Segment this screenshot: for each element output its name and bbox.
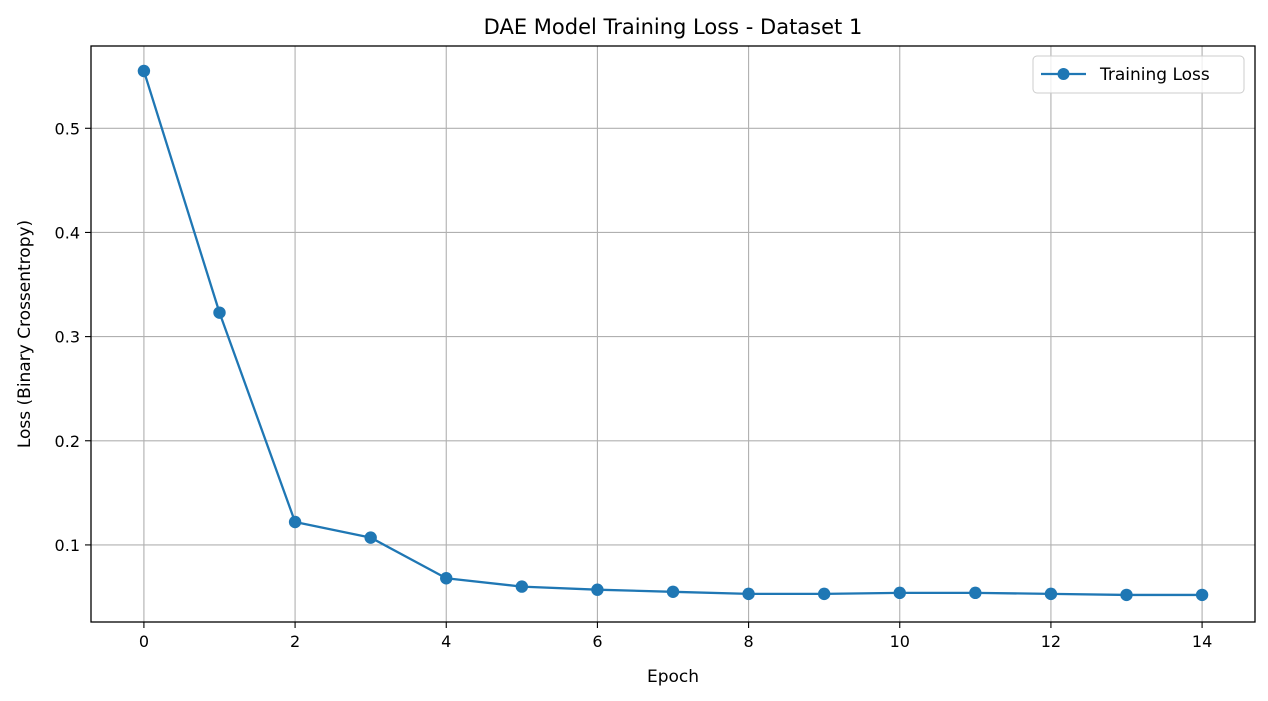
data-point	[817, 587, 831, 601]
series-layer	[137, 64, 1209, 602]
legend-label-training-loss: Training Loss	[1099, 65, 1210, 85]
data-point	[288, 515, 302, 529]
data-point	[1120, 588, 1133, 602]
data-point	[1195, 588, 1209, 602]
legend-box	[1032, 55, 1245, 94]
x-tick-label: 12	[1041, 632, 1061, 651]
legend-marker	[1057, 68, 1070, 80]
plot-frame	[90, 45, 1256, 623]
data-point	[666, 585, 680, 598]
axis-ticks: 0 2 4 6 8 10 12 14 0.1 0.2 0.3 0.4 0.5	[55, 119, 1213, 651]
data-point	[1044, 587, 1058, 601]
data-point	[364, 531, 377, 544]
x-tick-label: 8	[743, 632, 753, 651]
y-tick-label: 0.2	[55, 432, 80, 451]
data-point	[893, 586, 906, 600]
data-point	[515, 580, 529, 593]
y-tick-label: 0.3	[55, 328, 80, 347]
data-point	[213, 306, 226, 319]
data-point	[440, 572, 453, 585]
x-tick-label: 2	[290, 632, 300, 651]
legend: Training Loss	[1032, 55, 1245, 94]
x-tick-label: 6	[592, 632, 602, 651]
data-point	[591, 583, 604, 596]
y-axis-label: Loss (Binary Crossentropy)	[15, 220, 35, 448]
x-tick-label: 14	[1192, 632, 1212, 651]
x-axis-label: Epoch	[647, 667, 699, 687]
x-tick-label: 0	[139, 632, 149, 651]
x-tick-label: 10	[890, 632, 910, 651]
data-point	[742, 587, 755, 601]
y-tick-label: 0.4	[55, 223, 80, 242]
data-point	[137, 64, 151, 78]
data-point	[969, 586, 982, 600]
y-tick-label: 0.1	[55, 536, 80, 555]
y-tick-label: 0.5	[55, 119, 80, 138]
chart-title: DAE Model Training Loss - Dataset 1	[484, 15, 863, 39]
gridlines	[91, 46, 1255, 622]
x-tick-label: 4	[441, 632, 451, 651]
